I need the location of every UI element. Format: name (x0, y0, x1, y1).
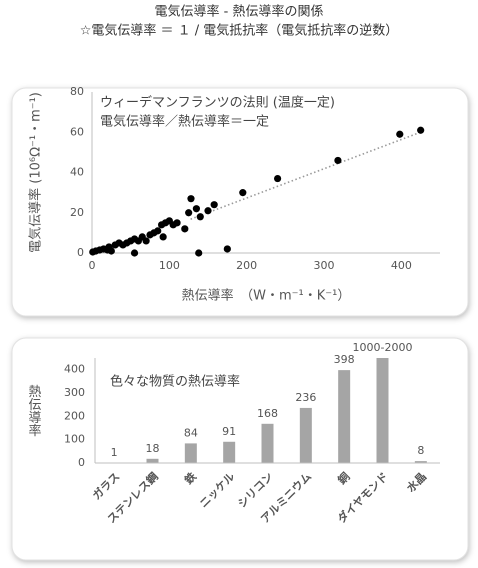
bar (376, 358, 389, 463)
data-point (185, 209, 193, 217)
data-point (159, 233, 167, 241)
page-subtitle: ☆電気伝導率 ＝ １ / 電気抵抗率（電気抵抗率の逆数） (80, 23, 399, 39)
value-label: 18 (146, 442, 160, 455)
value-label: 1000-2000 (353, 341, 413, 354)
data-point (239, 189, 247, 197)
x-tick-label: 200 (236, 259, 257, 272)
data-point (192, 205, 200, 213)
value-label: 8 (417, 444, 424, 457)
y-tick-label: 20 (70, 206, 84, 219)
bar (261, 423, 274, 463)
value-label: 84 (184, 426, 198, 439)
data-point (173, 219, 181, 227)
y-tick-label: 40 (70, 166, 84, 179)
data-point (334, 156, 342, 165)
y-tick-label: 60 (70, 125, 84, 138)
y-tick-label: 200 (64, 409, 85, 422)
bar (223, 441, 236, 463)
x-tick-label: 400 (391, 259, 412, 272)
scatter-panel (11, 87, 469, 317)
data-point (142, 237, 150, 245)
y-tick-label: 0 (78, 456, 85, 469)
bar (146, 458, 159, 463)
bar (299, 407, 312, 463)
x-axis-label: 熱伝導率 （W・m⁻¹・K⁻¹） (182, 288, 351, 304)
y-axis-label: 熱伝導率 (26, 385, 42, 437)
y-tick-label: 400 (64, 363, 85, 376)
data-point (196, 213, 204, 221)
data-point (204, 207, 212, 215)
annotation: 色々な物質の熱伝導率 (110, 374, 240, 390)
data-point (396, 130, 404, 138)
data-point (274, 174, 282, 183)
bar-panel (11, 337, 469, 561)
data-point (223, 245, 231, 253)
bar (184, 443, 197, 463)
data-point (210, 201, 218, 209)
x-tick-label: 100 (159, 259, 180, 272)
value-label: 1 (111, 446, 118, 459)
y-tick-label: 0 (77, 246, 84, 259)
data-point (130, 249, 139, 257)
data-point (181, 225, 189, 233)
data-point (187, 195, 195, 203)
value-label: 168 (257, 407, 278, 420)
bar (414, 461, 427, 463)
x-tick-label: 0 (89, 259, 96, 272)
value-label: 91 (222, 425, 236, 438)
data-point (417, 126, 425, 134)
page-title: 電気伝導率 - 熱伝導率の関係 (155, 4, 324, 20)
annotation: ウィーデマンフランツの法則 (温度一定) (100, 95, 335, 111)
y-tick-label: 80 (70, 85, 84, 98)
x-tick-label: 300 (314, 259, 335, 272)
y-axis-label: 電気伝導率 (10⁶Ω⁻¹・m⁻¹) (28, 92, 44, 253)
data-point (107, 247, 115, 255)
value-label: 236 (295, 391, 316, 404)
y-tick-label: 100 (64, 433, 85, 446)
y-tick-label: 300 (64, 386, 85, 399)
trendline (190, 131, 421, 220)
data-point (195, 249, 203, 257)
annotation: 電気伝導率／熱伝導率＝一定 (100, 114, 269, 130)
bar (338, 370, 351, 463)
data-point (154, 227, 162, 235)
value-label: 398 (334, 353, 355, 366)
